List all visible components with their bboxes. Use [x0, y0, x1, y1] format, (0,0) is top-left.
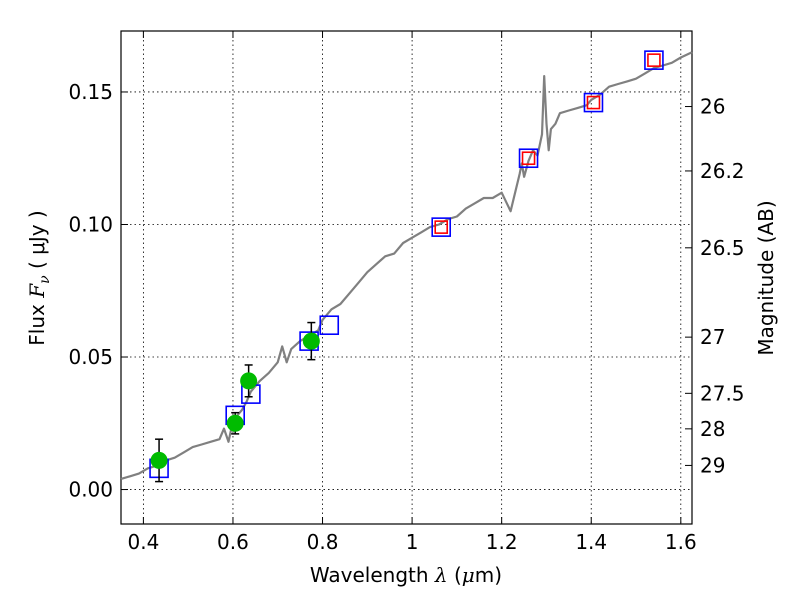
observed-point	[302, 332, 320, 350]
y2-tick-label: 29	[700, 453, 725, 477]
blue-square-marker	[319, 315, 340, 336]
x-tick-label: 1.6	[665, 530, 697, 554]
x-tick-label: 0.8	[307, 530, 339, 554]
x-tick-label: 1.2	[486, 530, 518, 554]
red-square-marker	[434, 220, 449, 234]
blue-square-marker	[583, 92, 604, 113]
y-tick-label: 0.00	[68, 478, 113, 502]
red-square-marker	[586, 95, 601, 110]
observed-point	[226, 414, 244, 432]
x-tick-label: 0.4	[127, 530, 159, 554]
x-axis-title: Wavelength λ (μm)	[310, 563, 502, 587]
red-square-marker	[647, 53, 661, 67]
red-square-marker	[521, 151, 536, 166]
spectrum-line	[120, 51, 693, 480]
x-tick-label: 0.6	[217, 530, 249, 554]
blue-square-marker	[518, 148, 539, 169]
y2-tick-label: 27.5	[700, 381, 745, 405]
x-tick-label: 1.4	[575, 530, 607, 554]
y-axis-title: Flux Fν ( μJy )	[25, 210, 53, 345]
grid-lines	[121, 31, 692, 524]
data-layer	[120, 50, 693, 483]
blue-square-marker	[644, 50, 664, 70]
tick-labels: 0.4 0.6 0.8 1 1.2 1.4 1.6 0.00 0.05 0.10 0.15 26 26.…	[68, 80, 744, 554]
observed-point	[150, 451, 168, 469]
blue-square-marker	[431, 217, 452, 237]
y2-tick-label: 26.2	[700, 159, 745, 183]
y2-tick-label: 26	[700, 95, 725, 119]
y2-axis-title: Magnitude (AB)	[754, 200, 778, 355]
y2-tick-label: 26.5	[700, 236, 745, 260]
plot-area	[120, 30, 693, 525]
y-tick-label: 0.10	[68, 212, 113, 236]
y-tick-label: 0.15	[68, 80, 113, 104]
observed-point	[240, 372, 258, 390]
y2-tick-label: 27	[700, 325, 725, 349]
tick-marks	[121, 31, 692, 524]
y-tick-label: 0.05	[68, 345, 113, 369]
x-tick-label: 1	[406, 530, 419, 554]
y2-tick-label: 28	[700, 417, 725, 441]
